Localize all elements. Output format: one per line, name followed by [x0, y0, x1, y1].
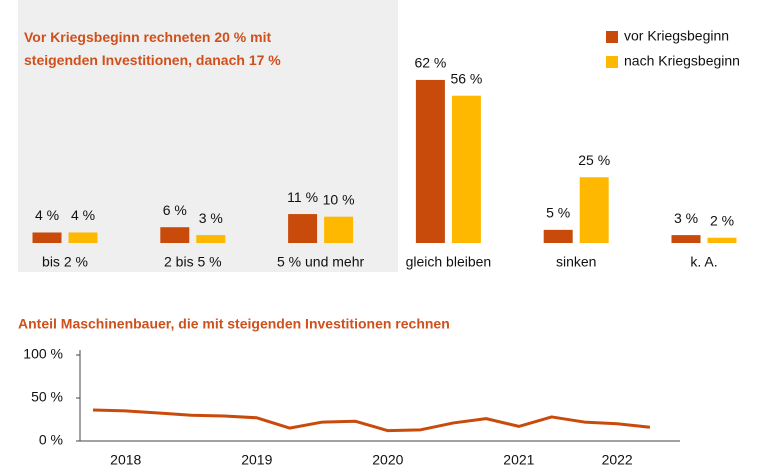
- y-tick-label: 100 %: [23, 346, 63, 362]
- value-label: 2 %: [710, 212, 734, 228]
- line-chart-title: Anteil Maschinenbauer, die mit steigende…: [18, 316, 450, 332]
- x-tick-label: sinken: [556, 254, 596, 270]
- bar: [324, 216, 354, 243]
- legend-label: nach Kriegsbeginn: [624, 53, 740, 69]
- x-tick-label: 5 % und mehr: [277, 254, 364, 270]
- value-label: 62 %: [414, 55, 446, 71]
- bar: [415, 79, 445, 243]
- bar: [707, 237, 737, 243]
- bar: [671, 235, 701, 243]
- value-label: 4 %: [71, 207, 95, 223]
- legend-swatch: [606, 56, 618, 68]
- value-label: 4 %: [35, 207, 59, 223]
- y-tick-label: 0 %: [39, 432, 63, 448]
- x-tick-label: 2 bis 5 %: [164, 254, 222, 270]
- bar: [579, 177, 609, 243]
- value-label: 6 %: [163, 202, 187, 218]
- x-tick-label: k. A.: [690, 254, 717, 270]
- value-label: 5 %: [546, 205, 570, 221]
- line: [92, 408, 651, 433]
- bar: [543, 229, 573, 243]
- value-label: 3 %: [674, 210, 698, 226]
- value-label: 25 %: [578, 152, 610, 168]
- x-tick-label: 2019: [241, 452, 272, 468]
- x-tick-label: bis 2 %: [42, 254, 88, 270]
- bar: [451, 95, 481, 243]
- x-tick-label: 2022: [602, 452, 633, 468]
- x-tick-label: gleich bleiben: [406, 254, 492, 270]
- value-label: 11 %: [287, 189, 318, 205]
- annotation: Vor Kriegsbeginn rechneten 20 % mit stei…: [24, 29, 281, 68]
- legend-label: vor Kriegsbeginn: [624, 28, 729, 44]
- x-tick-label: 2020: [372, 452, 403, 468]
- bar: [288, 214, 318, 243]
- x-tick-label: 2021: [503, 452, 534, 468]
- value-label: 56 %: [450, 70, 482, 86]
- bar: [196, 235, 226, 243]
- value-label: 10 %: [323, 191, 355, 207]
- bar: [68, 232, 98, 243]
- y-tick-label: 50 %: [31, 389, 63, 405]
- bar: [160, 227, 190, 243]
- value-label: 3 %: [199, 210, 223, 226]
- x-tick-label: 2018: [110, 452, 141, 468]
- legend-swatch: [606, 31, 618, 43]
- bar: [32, 232, 62, 243]
